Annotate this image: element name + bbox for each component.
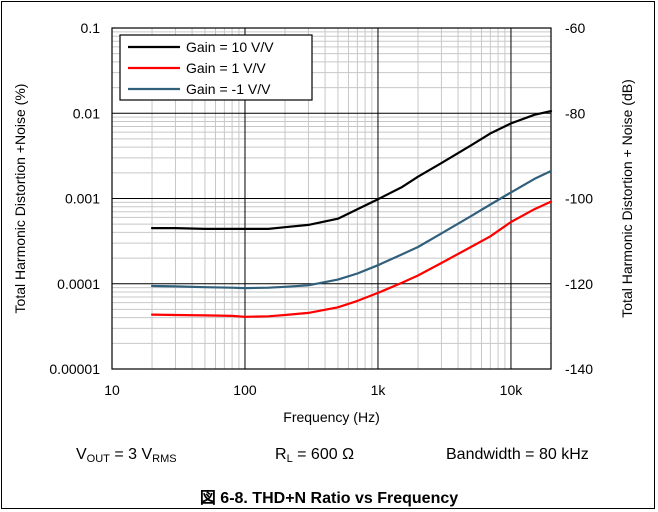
y2-tick-label: -140 — [565, 361, 593, 377]
thd-n-chart: 10 100 1k 10k 0.1 0.01 0.001 0.0001 0.00001 -60 -8… — [12, 20, 635, 425]
y-axis-title: Total Harmonic Distortion +Noise (%) — [12, 84, 28, 314]
legend-label-3: Gain = -1 V/V — [186, 81, 271, 97]
test-conditions: VOUT = 3 VRMS RL = 600 Ω Bandwidth = 80 … — [2, 446, 656, 472]
y-tick-label: 0.1 — [81, 20, 101, 36]
legend-label-2: Gain = 1 V/V — [186, 60, 266, 76]
vout-condition: VOUT = 3 VRMS — [76, 446, 177, 465]
series-line-3 — [150, 169, 553, 290]
bandwidth-condition: Bandwidth = 80 kHz — [446, 446, 589, 463]
y-tick-label: 0.0001 — [57, 276, 100, 292]
figure-caption: 図 6-8. THD+N Ratio vs Frequency — [199, 490, 459, 507]
x-tick-label: 100 — [233, 382, 257, 398]
x-tick-label: 10 — [104, 382, 120, 398]
series-line-1 — [150, 109, 553, 230]
y2-tick-label: -80 — [565, 105, 585, 121]
rl-condition: RL = 600 Ω — [275, 446, 355, 465]
x-axis-title: Frequency (Hz) — [283, 409, 379, 425]
y2-axis-title: Total Harmonic Distortion + Noise (dB) — [619, 79, 635, 317]
legend-label-1: Gain = 10 V/V — [186, 39, 274, 55]
y-tick-label: 0.001 — [65, 191, 100, 207]
y-tick-label: 0.01 — [73, 105, 100, 121]
y2-tick-label: -100 — [565, 191, 593, 207]
series-line-2 — [150, 200, 553, 318]
y2-tick-label: -60 — [565, 20, 585, 36]
plot-border — [111, 27, 552, 370]
y-tick-label: 0.00001 — [49, 361, 100, 377]
y2-tick-label: -120 — [565, 276, 593, 292]
x-tick-label: 1k — [371, 382, 387, 398]
x-tick-label: 10k — [500, 382, 524, 398]
